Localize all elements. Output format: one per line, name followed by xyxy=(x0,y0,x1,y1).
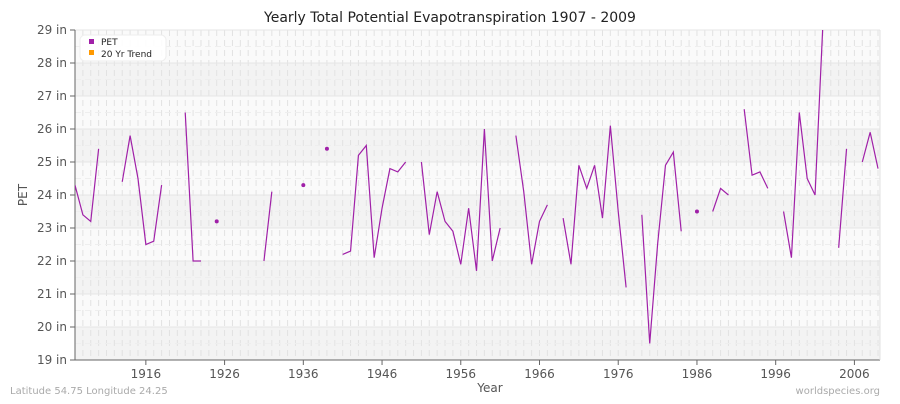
pet-series xyxy=(75,30,879,344)
x-tick-label: 1966 xyxy=(524,367,555,381)
x-axis-label: Year xyxy=(476,381,502,395)
x-tick-label: 1996 xyxy=(760,367,791,381)
series-line-segment xyxy=(515,135,548,265)
y-axis-ticks: 19 in 20 in 21 in 22 in 23 in 24 in 25 in 26 in… xyxy=(37,23,75,367)
x-tick-label: 1946 xyxy=(367,367,398,381)
x-tick-label: 1916 xyxy=(131,367,162,381)
x-tick-label: 2006 xyxy=(839,367,870,381)
location-footer: Latitude 54.75 Longitude 24.25 xyxy=(10,386,168,397)
y-axis-label: PET xyxy=(16,183,30,206)
y-tick-label: 21 in xyxy=(37,287,67,301)
y-tick-label: 29 in xyxy=(37,23,67,37)
y-tick-label: 22 in xyxy=(37,254,67,268)
series-line-segment xyxy=(562,125,627,288)
series-line-segment xyxy=(743,109,769,189)
chart-title: Yearly Total Potential Evapotranspiratio… xyxy=(263,10,636,26)
y-tick-label: 20 in xyxy=(37,320,67,334)
series-line-segment xyxy=(782,30,824,258)
legend-label-trend: 20 Yr Trend xyxy=(101,50,152,60)
x-tick-label: 1976 xyxy=(603,367,634,381)
legend-swatch-trend xyxy=(89,50,94,55)
grid-lines xyxy=(74,29,880,361)
y-tick-label: 23 in xyxy=(37,221,67,235)
x-tick-label: 1956 xyxy=(445,367,476,381)
y-tick-label: 28 in xyxy=(37,56,67,70)
x-axis-ticks: 1916 1926 1936 1946 1956 1966 1976 1986 1996 2006 xyxy=(131,360,870,381)
series-line-segment xyxy=(420,128,501,271)
x-tick-label: 1936 xyxy=(288,367,319,381)
data-point xyxy=(301,183,306,188)
series-line-segment xyxy=(712,187,729,212)
series-line-segment xyxy=(641,150,682,344)
legend-label-pet: PET xyxy=(101,38,118,48)
y-tick-label: 25 in xyxy=(37,155,67,169)
series-line-segment xyxy=(838,148,848,248)
y-tick-label: 19 in xyxy=(37,353,67,367)
legend-box xyxy=(79,34,167,62)
legend-swatch-pet xyxy=(89,39,94,44)
y-tick-label: 24 in xyxy=(37,188,67,202)
series-line-segment xyxy=(184,112,201,262)
x-tick-label: 1986 xyxy=(682,367,713,381)
source-footer: worldspecies.org xyxy=(796,386,880,397)
data-point xyxy=(214,219,219,224)
series-line-segment xyxy=(121,135,163,246)
legend: PET 20 Yr Trend xyxy=(79,34,167,62)
data-point xyxy=(324,146,329,151)
y-tick-label: 27 in xyxy=(37,89,67,103)
series-line-segment xyxy=(342,143,407,258)
series-line-segment xyxy=(263,191,273,262)
data-point xyxy=(694,209,699,214)
x-tick-label: 1926 xyxy=(209,367,240,381)
series-line-segment xyxy=(75,148,100,223)
y-tick-label: 26 in xyxy=(37,122,67,136)
series-line-segment xyxy=(861,132,879,169)
